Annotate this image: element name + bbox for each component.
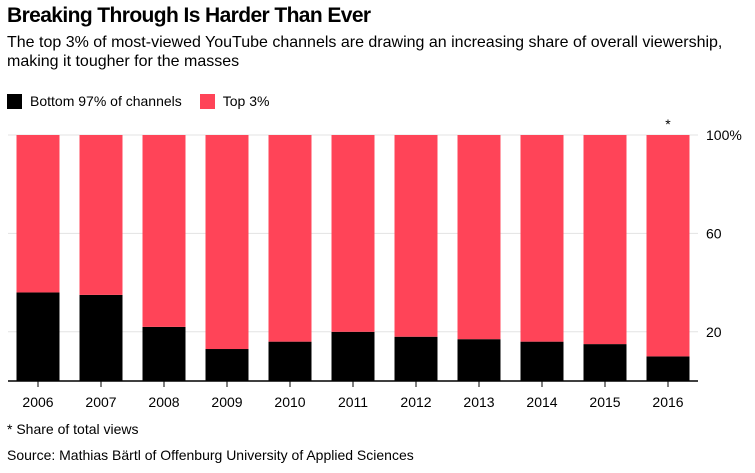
bar-top-2014 — [520, 135, 564, 342]
legend-swatch-top — [199, 93, 215, 109]
x-tick-label-2014: 2014 — [526, 394, 557, 410]
bar-bottom-2009 — [205, 349, 249, 381]
bar-bottom-2015 — [583, 344, 627, 381]
bar-bottom-2007 — [79, 294, 123, 381]
bar-bottom-2013 — [457, 339, 501, 381]
chart-title: Breaking Through Is Harder Than Ever — [7, 4, 371, 27]
bar-bottom-2012 — [394, 336, 438, 381]
bar-top-2010 — [268, 135, 312, 342]
x-tick-label-2011: 2011 — [338, 394, 368, 410]
bar-top-2015 — [583, 135, 627, 345]
legend: Bottom 97% of channels Top 3% — [7, 93, 287, 109]
x-tick-label-2016: 2016 — [652, 394, 683, 410]
bar-bottom-2010 — [268, 341, 312, 381]
footnote: * Share of total views — [7, 421, 139, 437]
bar-bottom-2006 — [16, 292, 60, 381]
bar-bottom-2008 — [142, 326, 186, 381]
x-tick-label-2010: 2010 — [274, 394, 305, 410]
bar-top-2016 — [646, 135, 690, 357]
y-tick-label-100: 100% — [706, 127, 742, 143]
x-tick-label-2012: 2012 — [400, 394, 431, 410]
bar-top-2007 — [79, 135, 123, 295]
legend-label-bottom: Bottom 97% of channels — [30, 93, 182, 109]
bar-top-2011 — [331, 135, 375, 332]
bar-bottom-2014 — [520, 341, 564, 381]
legend-item-bottom: Bottom 97% of channels — [7, 93, 182, 109]
y-tick-label-60: 60 — [706, 225, 722, 241]
y-tick-label-20: 20 — [706, 324, 722, 340]
bar-top-2009 — [205, 135, 249, 350]
x-tick-label-2009: 2009 — [211, 394, 242, 410]
source-note: Source: Mathias Bärtl of Offenburg Unive… — [7, 447, 414, 463]
legend-swatch-bottom — [7, 93, 22, 109]
annotation-asterisk: * — [665, 116, 671, 132]
x-tick-label-2008: 2008 — [148, 394, 179, 410]
legend-item-top: Top 3% — [199, 93, 270, 109]
x-tick-label-2015: 2015 — [589, 394, 620, 410]
legend-label-top: Top 3% — [222, 93, 270, 109]
bar-top-2012 — [394, 135, 438, 337]
x-tick-label-2007: 2007 — [85, 394, 116, 410]
bar-chart: 20 60 100% 2006 2007 2008 2009 2010 2011 2012 2013… — [8, 116, 742, 410]
chart-subtitle: The top 3% of most-viewed YouTube channe… — [7, 34, 723, 70]
bar-top-2006 — [16, 135, 60, 293]
bar-bottom-2011 — [331, 331, 375, 381]
bar-top-2013 — [457, 135, 501, 340]
x-tick-label-2006: 2006 — [22, 394, 53, 410]
x-tick-label-2013: 2013 — [463, 394, 494, 410]
bar-bottom-2016 — [646, 356, 690, 381]
bar-top-2008 — [142, 135, 186, 327]
